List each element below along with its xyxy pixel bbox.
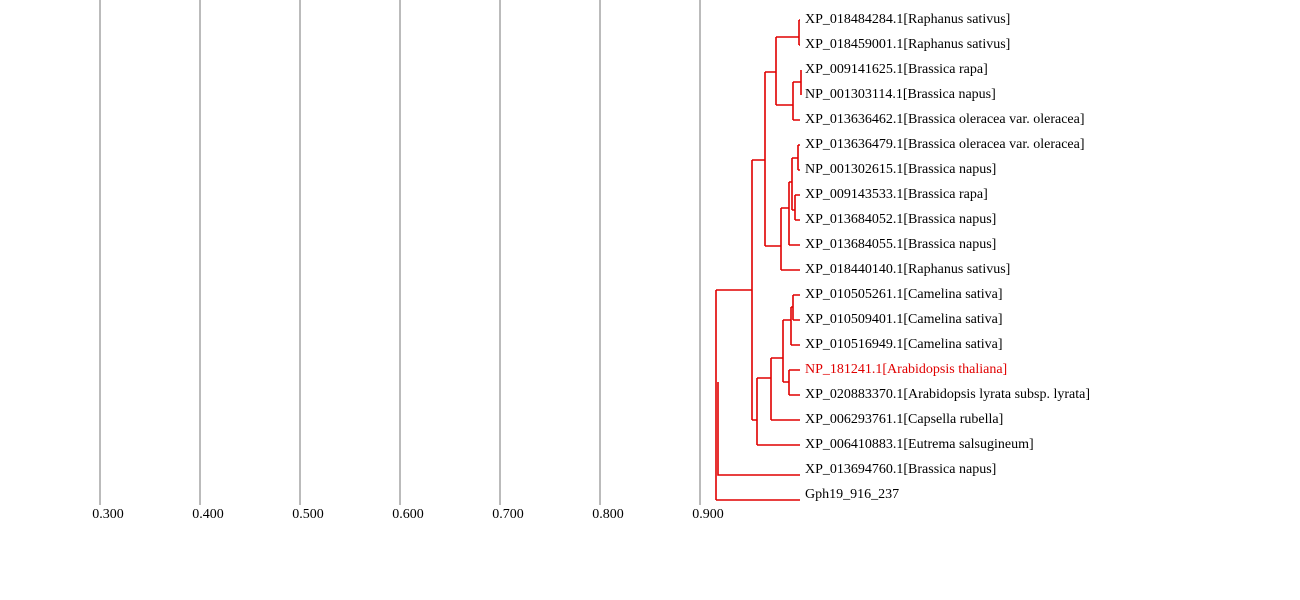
scale-label: 0.600: [392, 507, 424, 522]
leaf-label: NP_001302615.1[Brassica napus]: [805, 162, 996, 177]
leaf-label: XP_018484284.1[Raphanus sativus]: [805, 12, 1010, 27]
leaf-label: XP_013684052.1[Brassica napus]: [805, 212, 996, 227]
leaf-label: XP_010505261.1[Camelina sativa]: [805, 287, 1003, 302]
leaf-label: XP_006410883.1[Eutrema salsugineum]: [805, 437, 1034, 452]
leaf-label: XP_018440140.1[Raphanus sativus]: [805, 262, 1010, 277]
scale-label: 0.400: [192, 507, 224, 522]
scale-label: 0.500: [292, 507, 324, 522]
leaf-label: XP_010516949.1[Camelina sativa]: [805, 337, 1003, 352]
scale-label: 0.900: [692, 507, 724, 522]
leaf-label: NP_001303114.1[Brassica napus]: [805, 87, 996, 102]
leaf-label: XP_010509401.1[Camelina sativa]: [805, 312, 1003, 327]
leaf-label: XP_009143533.1[Brassica rapa]: [805, 187, 988, 202]
scale-label: 0.300: [92, 507, 124, 522]
scale-label: 0.800: [592, 507, 624, 522]
leaf-label: XP_018459001.1[Raphanus sativus]: [805, 37, 1010, 52]
leaf-label: XP_006293761.1[Capsella rubella]: [805, 412, 1003, 427]
leaf-label: XP_013694760.1[Brassica napus]: [805, 462, 996, 477]
leaf-label: XP_013636479.1[Brassica oleracea var. ol…: [805, 137, 1085, 152]
scale-label: 0.700: [492, 507, 524, 522]
leaf-label: Gph19_916_237: [805, 487, 899, 502]
leaf-label: XP_020883370.1[Arabidopsis lyrata subsp.…: [805, 387, 1090, 402]
leaf-label: NP_181241.1[Arabidopsis thaliana]: [805, 362, 1007, 377]
tree-branches: [715, 19, 802, 501]
leaf-label: XP_009141625.1[Brassica rapa]: [805, 62, 988, 77]
leaf-label: XP_013684055.1[Brassica napus]: [805, 237, 996, 252]
leaf-label: XP_013636462.1[Brassica oleracea var. ol…: [805, 112, 1085, 127]
